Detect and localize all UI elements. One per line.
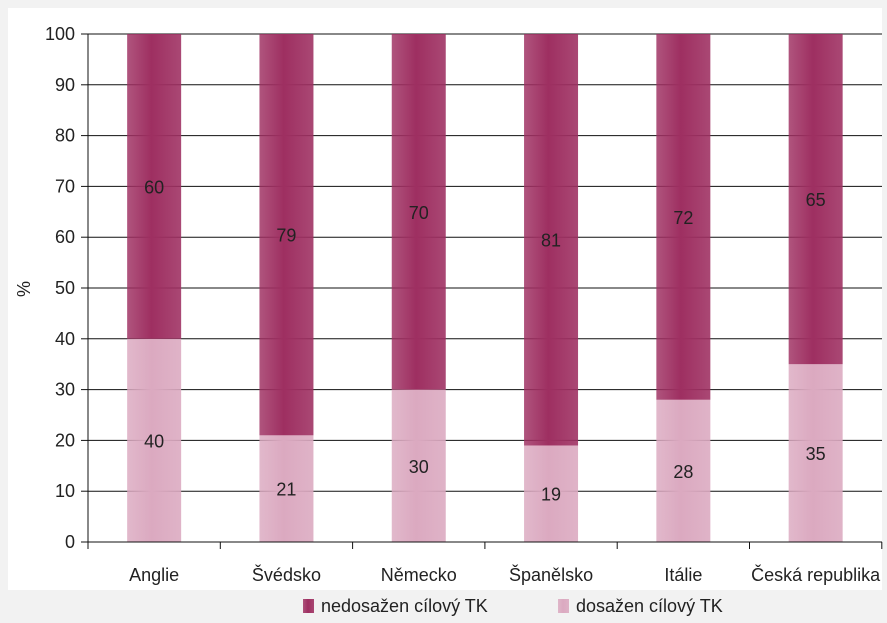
legend-label: dosažen cílový TK (576, 596, 723, 616)
axes (81, 33, 883, 549)
bar-segment (127, 34, 182, 339)
data-label: 28 (673, 462, 693, 482)
y-tick-label: 90 (55, 75, 75, 95)
grid-lines (88, 33, 882, 492)
data-label: 35 (806, 444, 826, 464)
y-tick-labels: 0 10 20 30 40 50 60 70 80 90 100 (45, 24, 75, 552)
bar-segment (391, 34, 446, 390)
data-label: 21 (276, 480, 296, 500)
bar-segment (524, 445, 579, 542)
x-category-label: Česká republika (751, 564, 881, 585)
bar-segment (391, 389, 446, 542)
legend-label: nedosažen cílový TK (321, 596, 488, 616)
legend-swatch (303, 599, 314, 613)
bar-segment (524, 34, 579, 446)
y-tick-label: 20 (55, 430, 75, 450)
data-label: 65 (806, 190, 826, 210)
data-label: 79 (276, 226, 296, 246)
y-axis-title: % (14, 281, 34, 297)
bars (127, 34, 843, 542)
data-label: 70 (409, 203, 429, 223)
y-tick-label: 70 (55, 176, 75, 196)
y-tick-label: 0 (65, 532, 75, 552)
y-tick-label: 10 (55, 481, 75, 501)
y-tick-label: 30 (55, 380, 75, 400)
data-label: 81 (541, 231, 561, 251)
legend-swatch (558, 599, 569, 613)
bar-segment (127, 338, 182, 542)
data-label: 40 (144, 431, 164, 451)
bar-segment (259, 34, 314, 436)
x-category-label: Anglie (129, 565, 179, 585)
y-tick-label: 80 (55, 126, 75, 146)
x-category-label: Švédsko (252, 564, 321, 585)
x-category-label: Německo (381, 565, 457, 585)
y-tick-label: 40 (55, 329, 75, 349)
bar-segment (788, 34, 843, 365)
data-label: 19 (541, 485, 561, 505)
x-category-label: Španělsko (509, 564, 593, 585)
y-tick-label: 50 (55, 278, 75, 298)
x-category-labels: Anglie Švédsko Německo Španělsko Itálie Česká… (129, 564, 881, 585)
data-labels: 40 60 21 79 30 70 19 81 28 72 35 65 (144, 177, 826, 504)
bar-segment (788, 364, 843, 542)
y-tick-label: 100 (45, 24, 75, 44)
data-label: 30 (409, 457, 429, 477)
bar-segment (656, 34, 711, 400)
data-label: 72 (673, 208, 693, 228)
data-label: 60 (144, 177, 164, 197)
legend: nedosažen cílový TK dosažen cílový TK (303, 596, 723, 616)
x-category-label: Itálie (664, 565, 702, 585)
bar-segment (656, 399, 711, 542)
bar-segment (259, 435, 314, 542)
y-tick-label: 60 (55, 227, 75, 247)
